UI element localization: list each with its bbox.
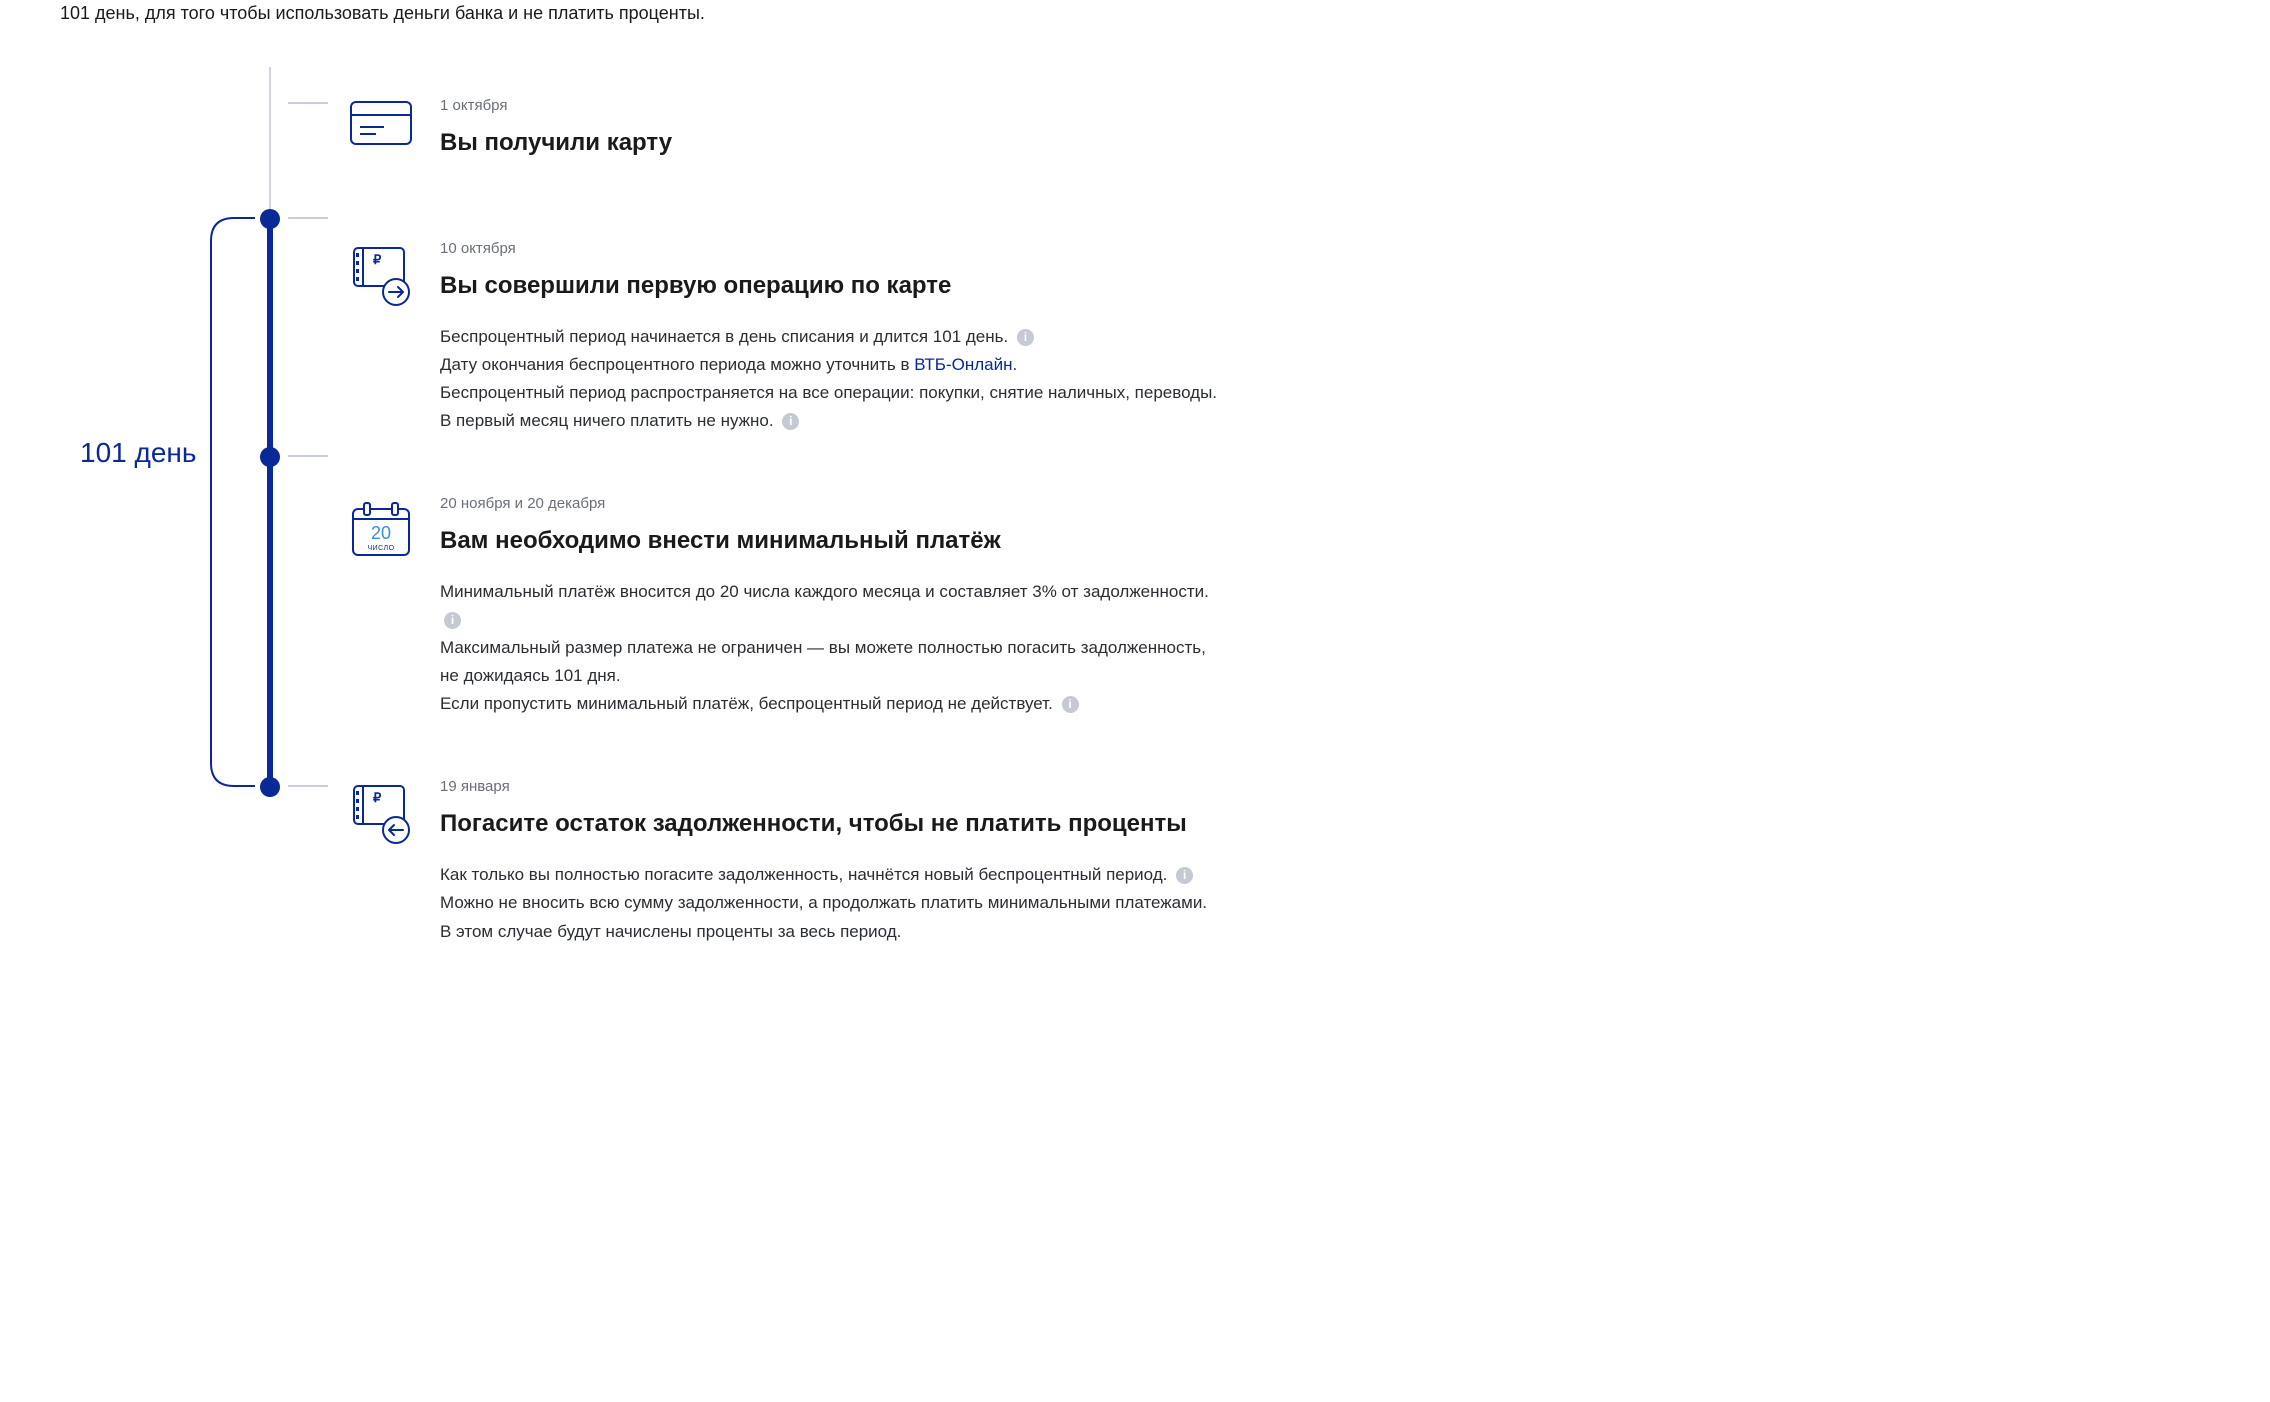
timeline-step: 20 ЧИСЛО 20 ноября и 20 декабря Вам необх…: [350, 495, 2210, 718]
steps-column: 1 октября Вы получили карту ₽ 10 октября В…: [350, 97, 2210, 946]
step-date: 20 ноября и 20 декабря: [440, 495, 1220, 512]
intro-text: 101 день, для того чтобы использовать де…: [60, 0, 2210, 27]
timeline-dot: [260, 209, 280, 229]
bracket: [210, 217, 255, 787]
timeline-dot: [260, 777, 280, 797]
timeline-container: 101 день 1 октябряВы получили карту ₽ 10: [60, 97, 2210, 946]
calendar-icon: 20 ЧИСЛО: [350, 499, 412, 559]
timeline-step: ₽ 19 января Погасите остаток задолженност…: [350, 778, 2210, 945]
step-date: 19 января: [440, 778, 1220, 795]
step-title: Погасите остаток задолженности, чтобы не…: [440, 809, 1220, 839]
step-icon: ₽: [350, 240, 440, 311]
step-body: Как только вы полностью погасите задолже…: [440, 861, 1220, 945]
step-icon: [350, 97, 440, 152]
step-body: Беспроцентный период начинается в день с…: [440, 323, 1220, 435]
timeline-tick: [288, 102, 328, 104]
period-label: 101 день: [80, 437, 196, 469]
svg-text:₽: ₽: [373, 252, 382, 267]
step-text: 10 октября Вы совершили первую операцию п…: [440, 240, 1220, 435]
svg-text:₽: ₽: [373, 790, 382, 805]
timeline-step: ₽ 10 октября Вы совершили первую операцию…: [350, 240, 2210, 435]
timeline-axis-active: [267, 217, 273, 787]
info-icon[interactable]: i: [444, 612, 461, 629]
card-arrow-left-icon: ₽: [350, 782, 420, 844]
step-body: Минимальный платёж вносится до 20 числа …: [440, 578, 1220, 718]
step-text: 1 октября Вы получили карту: [440, 97, 1220, 180]
step-text: 20 ноября и 20 декабря Вам необходимо вне…: [440, 495, 1220, 718]
info-icon[interactable]: i: [1176, 867, 1193, 884]
info-icon[interactable]: i: [782, 413, 799, 430]
timeline-tick: [288, 217, 328, 219]
timeline-step: 1 октября Вы получили карту: [350, 97, 2210, 180]
step-text: 19 января Погасите остаток задолженности,…: [440, 778, 1220, 945]
card-arrow-right-icon: ₽: [350, 244, 420, 306]
timeline-tick: [288, 455, 328, 457]
svg-text:20: 20: [371, 523, 391, 543]
timeline-axis: [269, 67, 271, 217]
step-title: Вы получили карту: [440, 128, 1220, 158]
step-icon: 20 ЧИСЛО: [350, 495, 440, 564]
info-icon[interactable]: i: [1017, 329, 1034, 346]
step-title: Вам необходимо внести минимальный платёж: [440, 526, 1220, 556]
step-date: 1 октября: [440, 97, 1220, 114]
inline-link[interactable]: ВТБ-Онлайн: [914, 355, 1012, 374]
info-icon[interactable]: i: [1062, 696, 1079, 713]
card-icon: [350, 101, 412, 147]
step-icon: ₽: [350, 778, 440, 849]
timeline-tick: [288, 785, 328, 787]
step-title: Вы совершили первую операцию по карте: [440, 271, 1220, 301]
svg-text:ЧИСЛО: ЧИСЛО: [367, 545, 394, 552]
step-date: 10 октября: [440, 240, 1220, 257]
timeline-dot: [260, 447, 280, 467]
